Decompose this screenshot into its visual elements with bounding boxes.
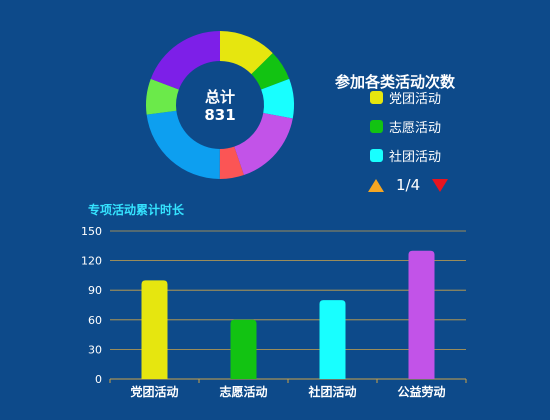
donut-slice-1[interactable] — [251, 53, 290, 90]
pager-text: 1/4 — [396, 176, 421, 194]
legend-label-volunteer: 志愿活动 — [389, 120, 442, 136]
pager-next-icon[interactable] — [432, 178, 449, 192]
y-tick-label: 90 — [88, 284, 102, 297]
x-tick-label: 公益劳动 — [397, 384, 445, 399]
y-tick-label: 30 — [88, 343, 102, 356]
legend-swatch-club — [370, 148, 383, 162]
y-tick-label: 60 — [88, 314, 102, 327]
legend-item-club[interactable]: 社团活动 — [370, 147, 442, 165]
donut-slice-4[interactable] — [219, 146, 244, 179]
pager-prev-icon[interactable] — [368, 178, 384, 192]
bar-chart-title: 专项活动累计时长 — [88, 203, 185, 217]
y-tick-label: 150 — [81, 225, 102, 238]
legend-pager: 1/4 — [368, 176, 449, 194]
bar-1[interactable] — [230, 319, 257, 379]
bar-2[interactable] — [319, 300, 346, 379]
y-tick-label: 120 — [81, 255, 102, 268]
donut-center-value: 831 — [204, 106, 236, 124]
bar-3[interactable] — [408, 250, 435, 379]
x-tick-label: 志愿活动 — [219, 384, 267, 399]
legend-label-party: 党团活动 — [389, 91, 442, 107]
legend-swatch-volunteer — [370, 119, 383, 133]
bar-0[interactable] — [141, 280, 168, 379]
donut-slice-6[interactable] — [146, 78, 179, 115]
y-tick-label: 0 — [95, 373, 102, 386]
legend-swatch-party — [370, 90, 383, 104]
donut-center-label: 总计 — [204, 88, 235, 106]
x-tick-label: 党团活动 — [130, 384, 178, 399]
donut-slice-2[interactable] — [261, 78, 294, 119]
legend-item-party[interactable]: 党团活动 — [370, 89, 442, 107]
legend-label-club: 社团活动 — [389, 149, 442, 165]
donut-chart — [146, 30, 294, 179]
donut-slice-5[interactable] — [146, 110, 220, 179]
donut-slice-3[interactable] — [234, 113, 293, 176]
donut-slice-7[interactable] — [150, 30, 220, 90]
legend-item-volunteer[interactable]: 志愿活动 — [370, 118, 442, 136]
legend-title: 参加各类活动次数 — [335, 73, 456, 91]
donut-slice-0[interactable] — [220, 31, 273, 75]
x-tick-label: 社团活动 — [307, 384, 356, 399]
